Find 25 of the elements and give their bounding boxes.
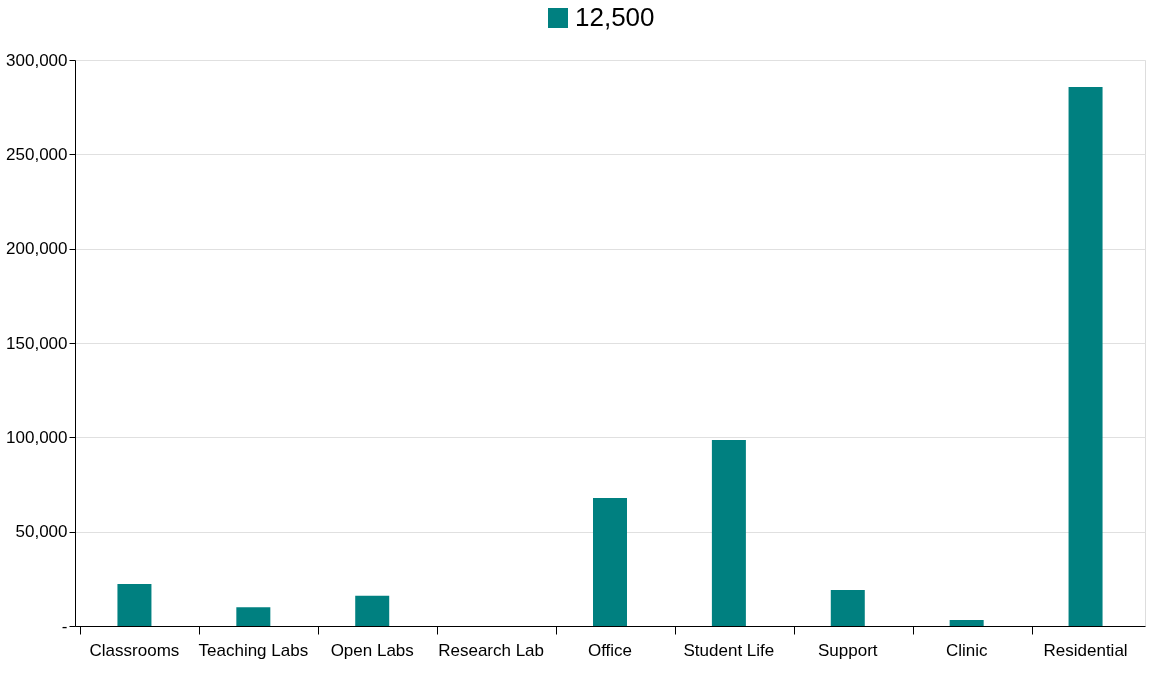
bar: [355, 595, 390, 626]
x-tick-label: Research Lab: [438, 640, 545, 660]
bar: [711, 439, 746, 626]
y-tick-label: 300,000: [6, 50, 68, 70]
bar: [593, 498, 627, 626]
x-tick-label: Student Life: [683, 640, 775, 660]
y-tick-label: 150,000: [6, 333, 68, 353]
x-tick-label: Support: [818, 640, 878, 660]
y-tick-label: 200,000: [6, 239, 68, 259]
bar: [236, 607, 271, 626]
y-tick-label: -: [61, 616, 68, 636]
bar: [117, 583, 152, 626]
x-tick-label: Open Labs: [330, 640, 414, 660]
bar: [949, 619, 984, 626]
bar: [1068, 86, 1103, 626]
x-tick-label: Classrooms: [89, 640, 180, 660]
x-tick-label: Office: [587, 640, 633, 660]
legend-label: 12,500: [575, 2, 655, 32]
x-tick-label: Clinic: [945, 640, 988, 660]
y-tick-label: 250,000: [6, 144, 68, 164]
x-tick-label: Teaching Labs: [198, 640, 309, 660]
y-tick-label: 50,000: [15, 522, 68, 542]
y-tick-label: 100,000: [6, 427, 68, 447]
x-tick-label: Residential: [1043, 640, 1128, 660]
bar: [830, 589, 865, 626]
